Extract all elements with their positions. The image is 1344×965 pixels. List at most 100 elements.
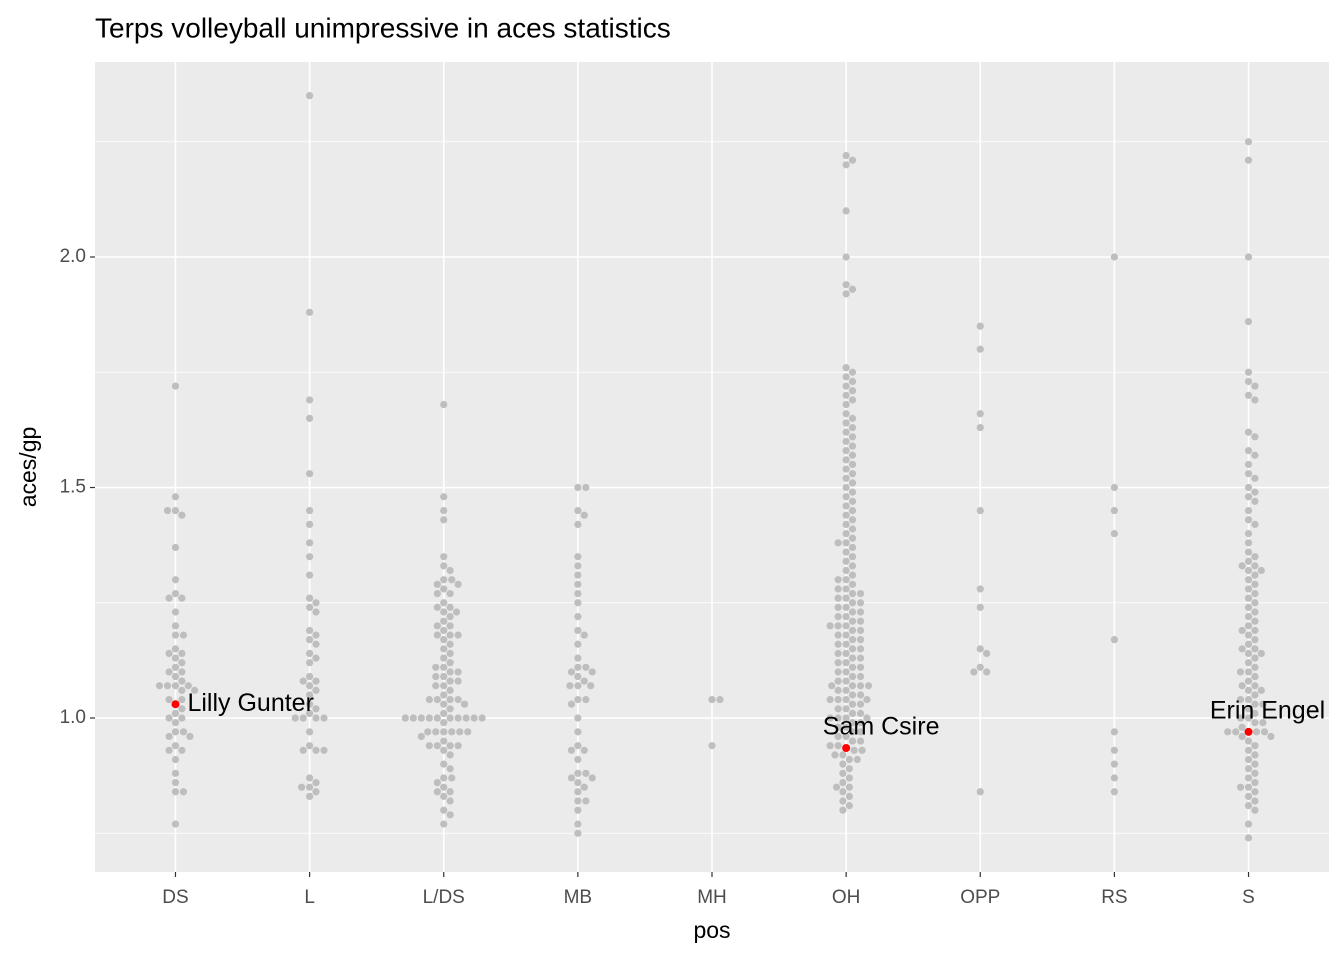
point xyxy=(1244,774,1253,782)
point xyxy=(856,654,865,662)
y-tick-label: 1.5 xyxy=(60,477,86,498)
point xyxy=(842,612,850,621)
point xyxy=(440,746,448,754)
point xyxy=(580,746,588,754)
highlight-point xyxy=(1244,727,1253,736)
point xyxy=(845,774,853,782)
point xyxy=(1251,589,1259,598)
point xyxy=(1244,686,1253,694)
point xyxy=(171,493,180,501)
point xyxy=(856,691,865,699)
point xyxy=(834,723,842,731)
point xyxy=(409,714,417,722)
point xyxy=(826,622,834,630)
highlight-label: Erin Engel xyxy=(1210,696,1325,724)
point xyxy=(834,612,842,621)
point xyxy=(848,691,857,699)
point xyxy=(574,797,582,805)
point xyxy=(834,677,842,685)
point xyxy=(1244,695,1253,704)
point xyxy=(834,622,842,630)
point xyxy=(842,640,850,648)
point xyxy=(306,682,314,690)
point xyxy=(1110,506,1118,515)
point xyxy=(171,709,180,718)
point xyxy=(1244,792,1253,800)
point xyxy=(1244,557,1253,565)
point xyxy=(171,622,180,630)
point xyxy=(842,511,850,519)
point xyxy=(1267,732,1275,741)
point xyxy=(312,599,320,607)
point xyxy=(1244,516,1253,524)
point xyxy=(440,806,448,814)
point xyxy=(1244,483,1253,492)
point xyxy=(1244,317,1253,326)
point xyxy=(848,682,857,690)
point xyxy=(834,742,842,750)
x-tick-label: RS xyxy=(1101,887,1127,908)
point xyxy=(165,668,173,676)
point xyxy=(842,465,850,473)
point xyxy=(574,742,582,750)
point xyxy=(178,594,186,602)
point xyxy=(1244,253,1253,261)
point xyxy=(1251,497,1259,505)
point xyxy=(440,691,448,699)
point xyxy=(574,640,582,648)
point xyxy=(1251,663,1259,671)
point xyxy=(1244,377,1253,386)
point xyxy=(446,695,454,704)
point xyxy=(1251,617,1259,625)
point xyxy=(171,719,180,727)
point xyxy=(440,562,448,570)
point xyxy=(1244,156,1253,164)
point xyxy=(448,774,456,782)
point xyxy=(184,682,192,690)
point xyxy=(839,806,847,814)
point xyxy=(574,778,582,787)
point xyxy=(456,728,464,736)
point xyxy=(440,728,448,736)
point xyxy=(850,746,858,754)
point xyxy=(832,783,841,791)
point xyxy=(433,580,441,588)
point xyxy=(842,161,850,169)
point xyxy=(842,151,850,160)
point xyxy=(191,686,199,694)
point xyxy=(864,682,873,690)
y-axis-title: aces/gp xyxy=(15,427,41,508)
point xyxy=(842,428,850,436)
point xyxy=(306,520,314,528)
points xyxy=(155,92,1275,842)
point xyxy=(454,580,462,588)
point xyxy=(1251,451,1259,459)
point xyxy=(848,534,857,542)
point xyxy=(580,783,588,791)
point xyxy=(1244,585,1253,593)
point xyxy=(842,585,850,593)
point xyxy=(856,719,865,727)
point xyxy=(839,788,847,796)
point xyxy=(440,654,448,662)
point xyxy=(842,253,850,261)
point xyxy=(440,820,448,828)
point xyxy=(440,700,448,708)
point xyxy=(848,599,857,607)
point xyxy=(446,631,454,639)
point xyxy=(298,783,306,791)
point xyxy=(306,92,314,100)
point xyxy=(1251,474,1259,482)
point xyxy=(306,571,314,579)
point xyxy=(1244,530,1253,538)
point xyxy=(1251,654,1259,662)
point xyxy=(842,659,850,667)
point xyxy=(163,682,172,690)
point xyxy=(171,608,180,616)
point xyxy=(446,589,454,598)
point xyxy=(848,442,857,450)
point xyxy=(842,437,850,446)
point xyxy=(1110,774,1118,782)
point xyxy=(834,705,842,713)
point xyxy=(1251,396,1259,404)
